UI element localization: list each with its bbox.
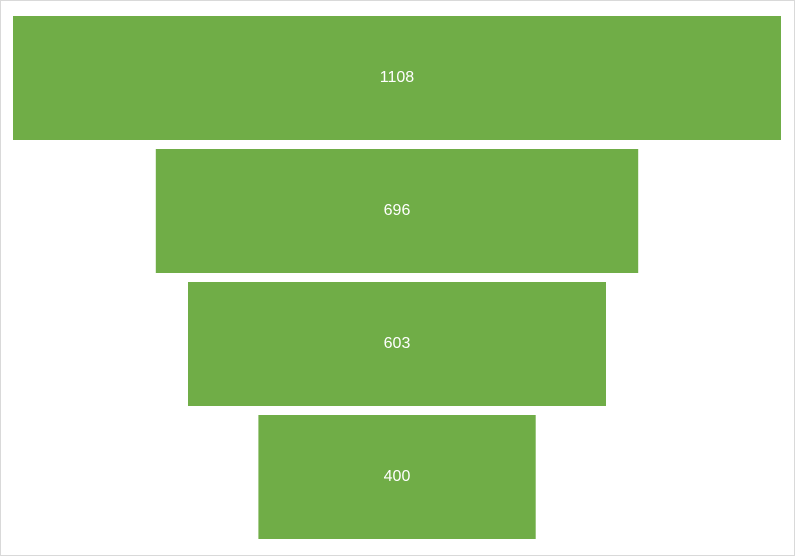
funnel-bar-1-label: 1108 <box>380 69 415 86</box>
funnel-bar-3-label: 603 <box>384 335 411 352</box>
funnel-bar-2 <box>155 149 639 273</box>
funnel-bar-3 <box>188 282 606 406</box>
funnel-bar-4 <box>258 415 536 539</box>
funnel-bar-4-label: 400 <box>384 468 411 485</box>
funnel-bar-1 <box>13 16 781 140</box>
funnel-bar-2-label: 696 <box>384 202 411 219</box>
